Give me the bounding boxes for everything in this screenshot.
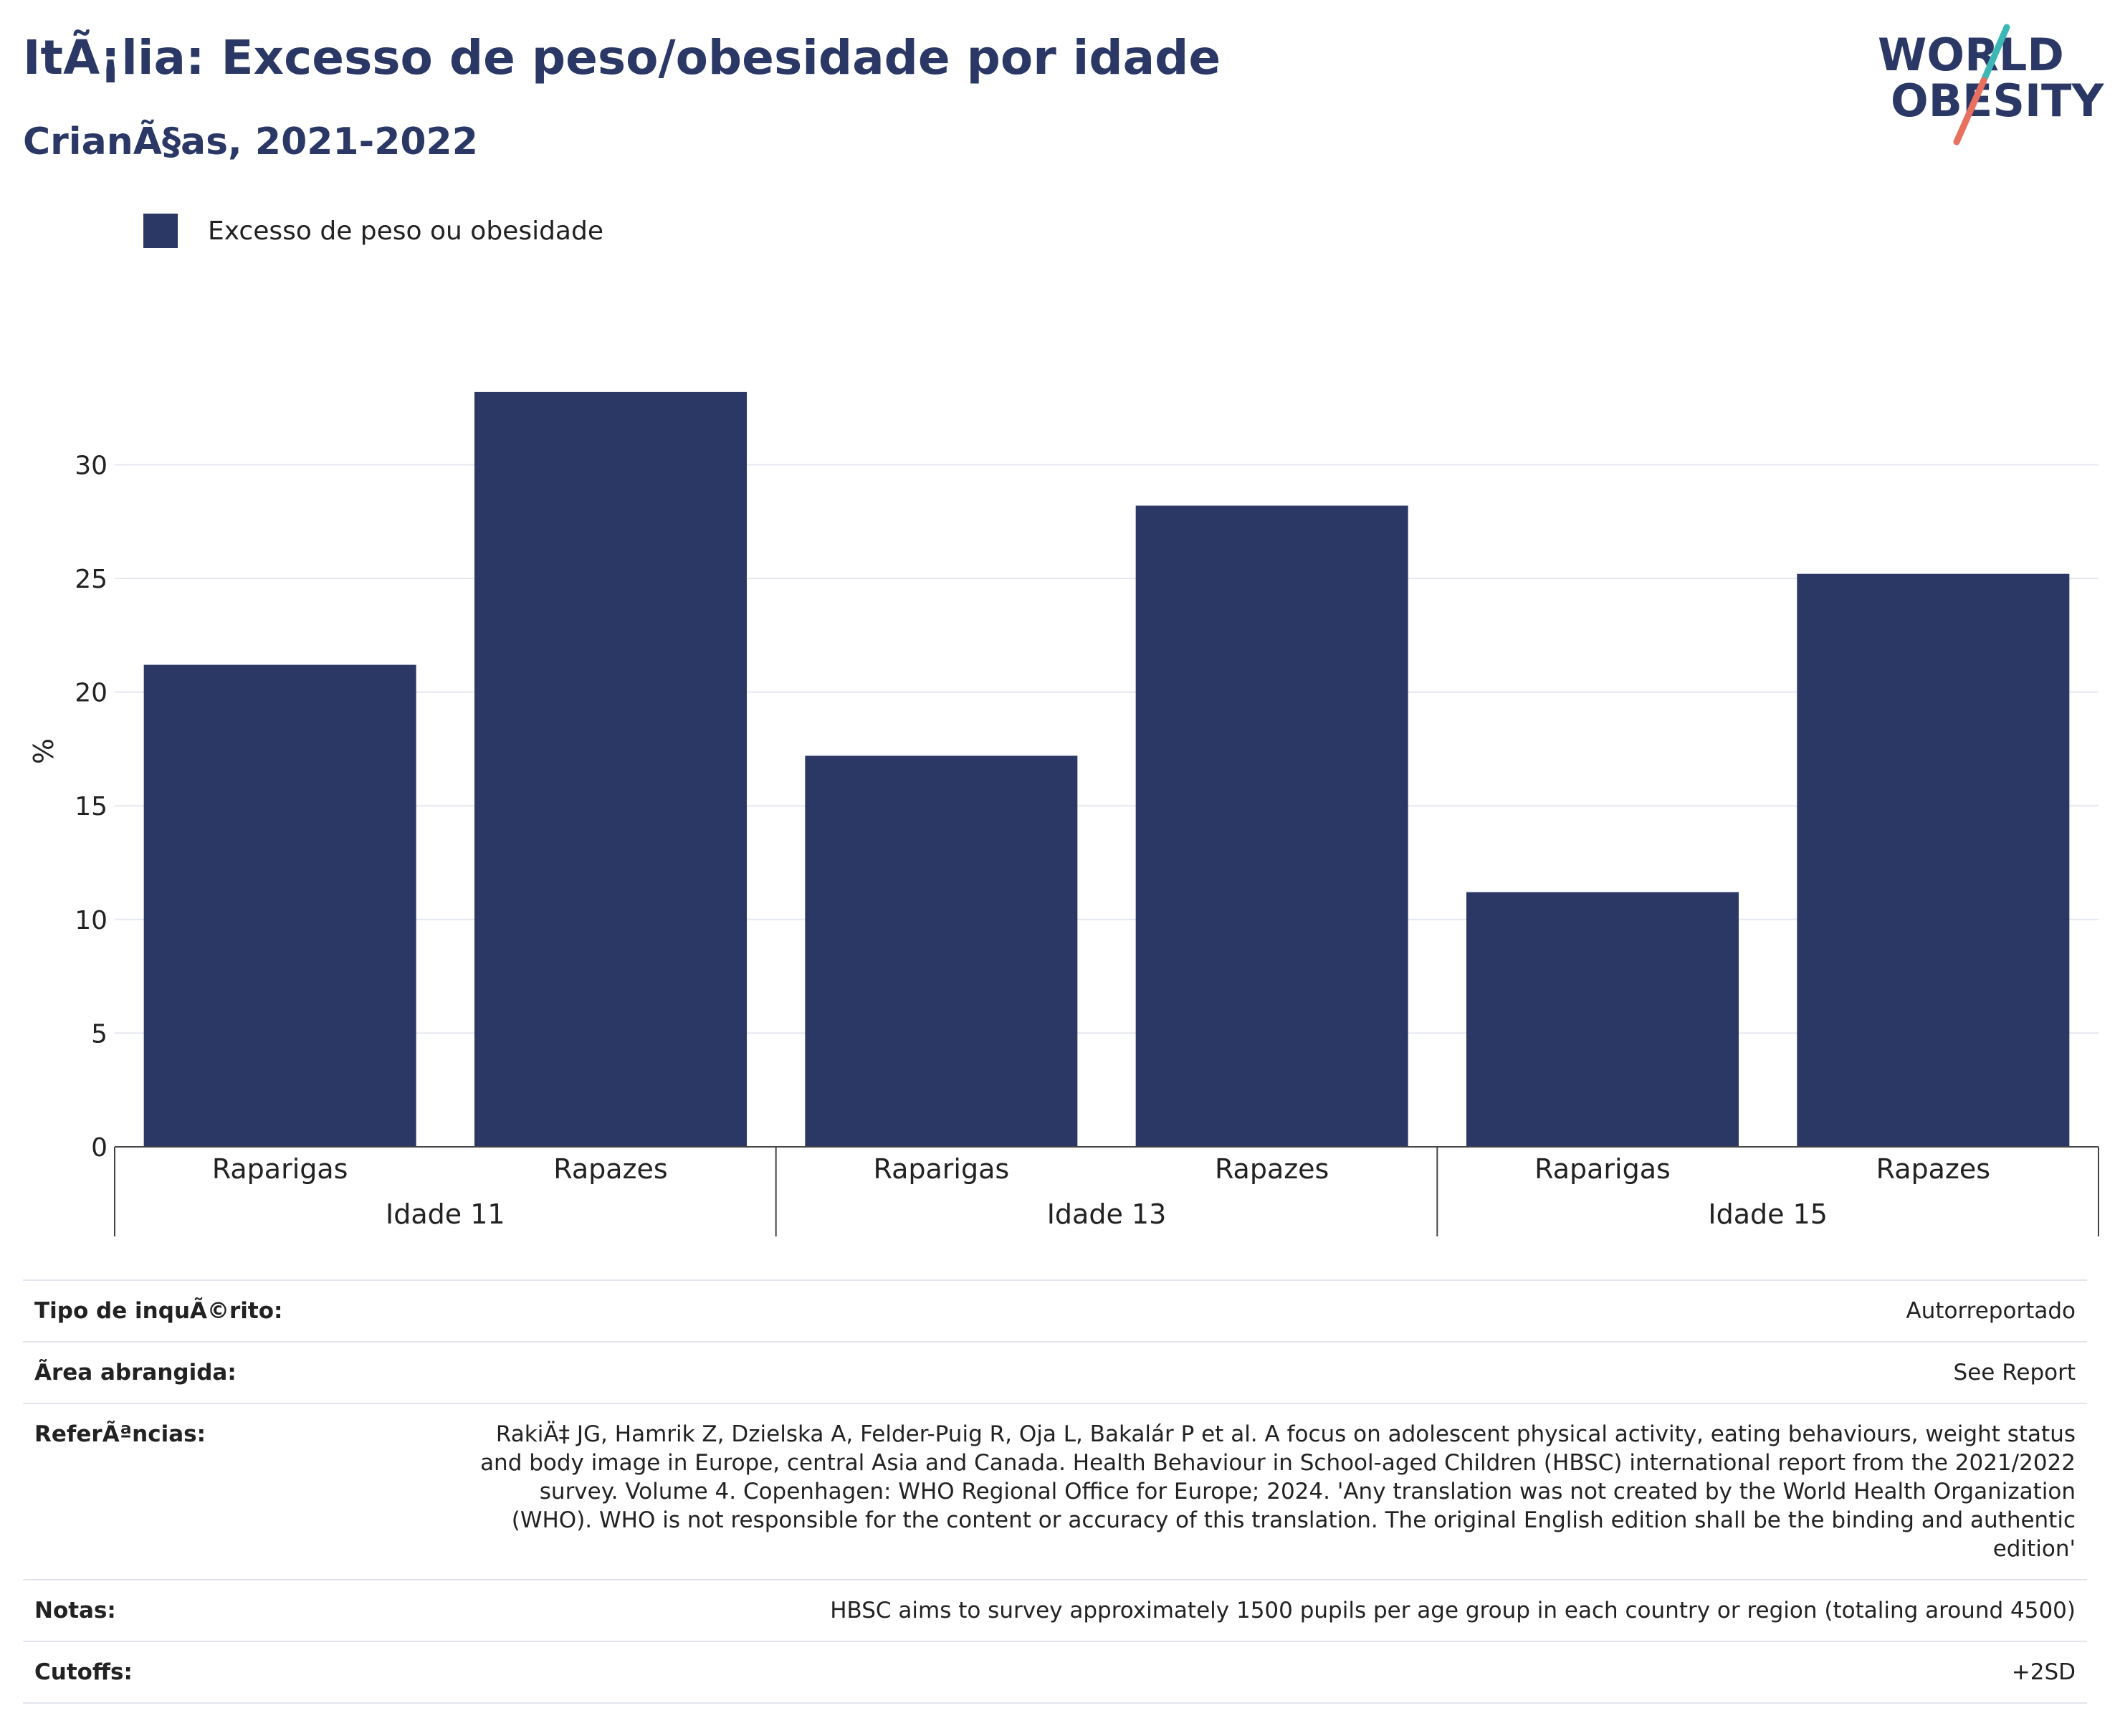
y-tick-label: 30 (75, 451, 108, 480)
chart-legend: Excesso de peso ou obesidade (143, 214, 603, 248)
legend-swatch (143, 214, 178, 248)
bar (1466, 892, 1739, 1147)
bar (1797, 573, 2070, 1147)
info-row-survey-type: Tipo de inquÃ©rito: Autorreportado (23, 1279, 2087, 1341)
info-value: +2SD (2011, 1659, 2076, 1685)
bar-chart: 0 5 10 15 20 25 30% Raparigas Rapazes Idade 11 Rap… (28, 391, 2099, 1236)
x-group-label: Idade 15 (1708, 1198, 1828, 1230)
logo-line-1: WORLD (1878, 29, 2064, 81)
x-category-label: Raparigas (874, 1153, 1010, 1185)
info-label: ReferÃªncias: (34, 1421, 206, 1447)
bar (805, 755, 1078, 1147)
bar (474, 391, 747, 1147)
y-tick-label: 15 (75, 792, 108, 821)
logo-slash-coral (1953, 77, 1987, 146)
y-tick-label: 5 (91, 1019, 108, 1049)
info-row-cutoffs: Cutoffs: +2SD (23, 1641, 2087, 1704)
info-value: See Report (1953, 1360, 2076, 1386)
legend-label: Excesso de peso ou obesidade (208, 216, 603, 246)
world-obesity-logo: WORLD OBESITY (1878, 24, 2104, 146)
x-category-label: Rapazes (1215, 1153, 1329, 1185)
logo-slash-teal (1980, 24, 2010, 84)
y-tick-label: 0 (91, 1133, 108, 1163)
bar (1135, 505, 1408, 1147)
info-row-references: ReferÃªncias: RakiÄ‡ JG, Hamrik Z, Dziel… (23, 1403, 2087, 1579)
y-tick-label: 20 (75, 679, 108, 708)
info-row-notes: Notas: HBSC aims to survey approximately… (23, 1579, 2087, 1641)
x-category-label: Raparigas (212, 1153, 348, 1185)
info-label: Ãrea abrangida: (34, 1360, 237, 1386)
x-group-label: Idade 11 (386, 1198, 505, 1230)
x-category-label: Raparigas (1534, 1153, 1671, 1185)
y-tick-label: 10 (75, 906, 108, 935)
x-category-label: Rapazes (1876, 1153, 1990, 1185)
info-value: RakiÄ‡ JG, Hamrik Z, Dzielska A, Felder-… (480, 1421, 2076, 1562)
info-row-area: Ãrea abrangida: See Report (23, 1341, 2087, 1403)
info-value: HBSC aims to survey approximately 1500 p… (830, 1598, 2076, 1623)
chart-title: ItÃ¡lia: Excesso de peso/obesidade por i… (23, 30, 1221, 85)
x-group-label: Idade 13 (1047, 1198, 1167, 1230)
info-label: Tipo de inquÃ©rito: (34, 1298, 283, 1324)
logo-line-2: OBESITY (1891, 75, 2104, 127)
info-value: Autorreportado (1906, 1298, 2076, 1324)
bar (143, 664, 416, 1147)
x-category-label: Rapazes (553, 1153, 667, 1185)
chart-subtitle: CrianÃ§as, 2021-2022 (23, 120, 478, 163)
info-label: Cutoffs: (34, 1659, 133, 1685)
y-tick-label: 25 (75, 565, 108, 594)
info-table: Tipo de inquÃ©rito: Autorreportado Ãrea … (23, 1279, 2087, 1704)
y-axis-title: % (28, 738, 59, 764)
info-label: Notas: (34, 1598, 116, 1623)
